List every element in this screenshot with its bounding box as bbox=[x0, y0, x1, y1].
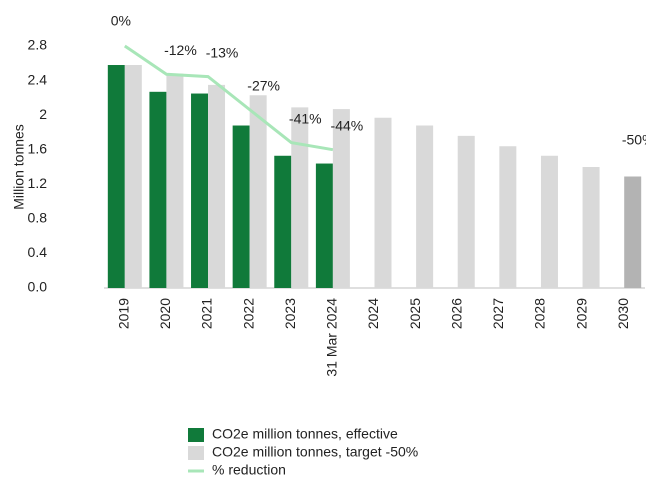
y-tick-label: 1.2 bbox=[28, 175, 48, 191]
bar bbox=[124, 65, 142, 288]
y-tick-label: 2.4 bbox=[28, 71, 48, 87]
y-tick-label: 2.8 bbox=[28, 37, 48, 53]
x-tick-label: 31 Mar 2024 bbox=[324, 298, 340, 377]
bar bbox=[315, 163, 333, 288]
bar bbox=[208, 84, 226, 289]
y-tick-label: 1.6 bbox=[28, 140, 48, 156]
bar bbox=[582, 167, 600, 288]
x-tick-label: 2019 bbox=[116, 298, 132, 329]
x-tick-label: 2030 bbox=[615, 298, 631, 329]
data-label: 0% bbox=[111, 13, 131, 29]
x-tick-label: 2023 bbox=[282, 298, 298, 329]
bar bbox=[149, 91, 167, 288]
data-label: -12% bbox=[164, 42, 197, 58]
legend-label: % reduction bbox=[212, 462, 286, 478]
bar bbox=[107, 65, 125, 288]
bar bbox=[624, 176, 642, 288]
data-label: -27% bbox=[247, 77, 280, 93]
legend-label: CO2e million tonnes, effective bbox=[212, 426, 398, 442]
bar bbox=[232, 125, 250, 288]
x-tick-label: 2028 bbox=[532, 298, 548, 329]
bar bbox=[416, 125, 434, 288]
legend-label: CO2e million tonnes, target -50% bbox=[212, 444, 418, 460]
x-tick-label: 2027 bbox=[490, 298, 506, 329]
y-axis-label: Million tonnes bbox=[11, 124, 27, 210]
data-label: -50% bbox=[622, 132, 646, 148]
data-label: -13% bbox=[206, 44, 239, 60]
data-label: -41% bbox=[289, 110, 322, 126]
legend-swatch bbox=[188, 446, 204, 460]
x-tick-label: 2020 bbox=[157, 298, 173, 329]
x-tick-label: 2022 bbox=[240, 298, 256, 329]
y-tick-label: 0.0 bbox=[28, 279, 48, 295]
bar bbox=[457, 135, 475, 288]
y-tick-label: 0.4 bbox=[28, 244, 48, 260]
bar bbox=[499, 146, 517, 288]
bar bbox=[374, 117, 392, 288]
bar bbox=[332, 109, 350, 288]
y-tick-label: 2 bbox=[39, 106, 47, 122]
data-label: -44% bbox=[331, 117, 364, 133]
x-tick-label: 2024 bbox=[365, 298, 381, 329]
bar bbox=[191, 93, 209, 289]
legend-swatch bbox=[188, 428, 204, 442]
x-tick-label: 2021 bbox=[199, 298, 215, 329]
bar bbox=[166, 73, 184, 289]
bar bbox=[274, 155, 292, 288]
bar bbox=[249, 95, 267, 288]
bar bbox=[291, 107, 309, 288]
x-tick-label: 2025 bbox=[407, 298, 423, 329]
x-tick-label: 2029 bbox=[573, 298, 589, 329]
bar bbox=[540, 155, 558, 288]
y-tick-label: 0.8 bbox=[28, 210, 48, 226]
x-tick-label: 2026 bbox=[448, 298, 464, 329]
